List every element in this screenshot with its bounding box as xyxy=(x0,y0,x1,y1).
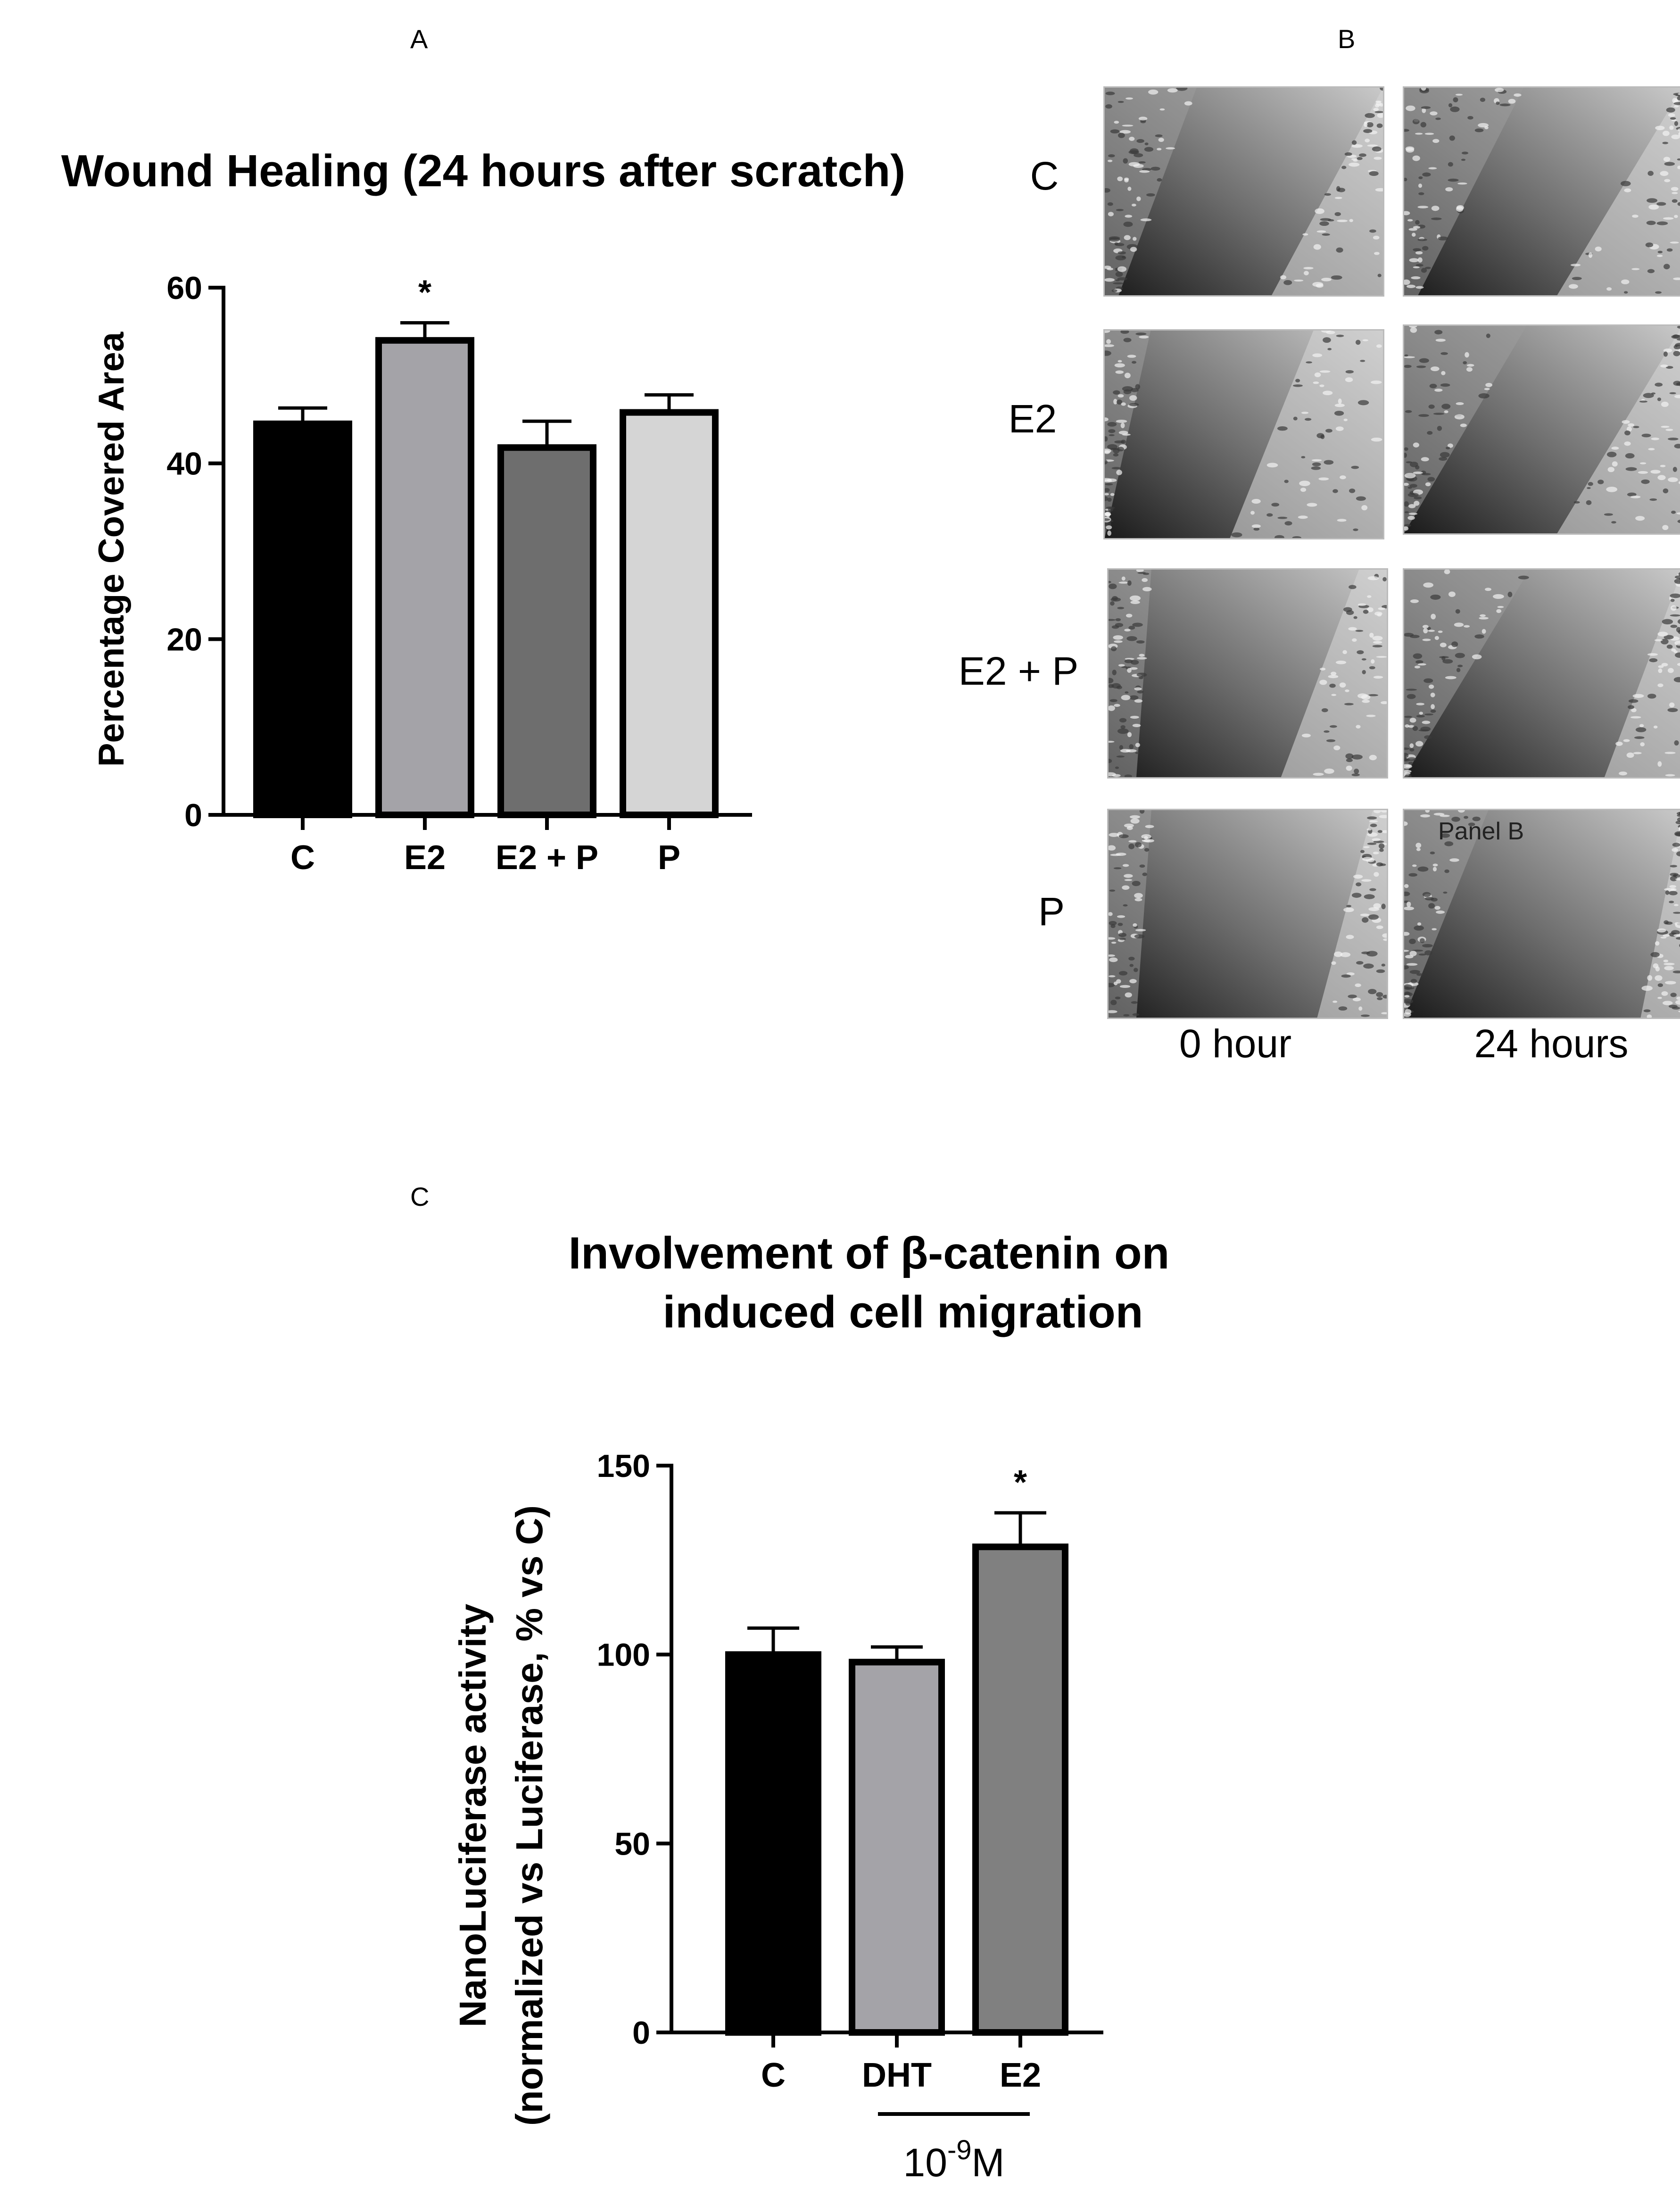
chart-c-x-tick-label-1: DHT xyxy=(862,2056,932,2094)
micrograph-c-24h xyxy=(1403,86,1680,297)
chart-a-x-tick-label-2: E2 + P xyxy=(496,839,598,877)
chart-c-title-line-1: Involvement of β-catenin on E2 xyxy=(569,1228,1179,1278)
chart-a-x-tick-label-1: E2 xyxy=(404,839,446,877)
micrograph-image xyxy=(1404,326,1680,533)
panel-b-letter: B xyxy=(1338,24,1356,54)
chart-c-significance-2: * xyxy=(1014,1464,1027,1501)
chart-c-bracket-label: 10-9M xyxy=(903,2135,1005,2185)
beta-catenin-chart: Involvement of β-catenin on E2 induced ce… xyxy=(452,1228,1179,2185)
chart-c-bar-1 xyxy=(849,1658,945,2036)
row-label-e2: E2 xyxy=(1008,397,1057,441)
chart-a-y-tick-label-0: 0 xyxy=(184,797,202,833)
bracket-base: 10 xyxy=(903,2140,947,2185)
chart-a-bar-2 xyxy=(497,444,596,818)
chart-a-x-tick-label-3: P xyxy=(658,839,680,877)
column-label-0-hour: 0 hour xyxy=(1179,1021,1292,1066)
micrograph-image xyxy=(1109,570,1387,777)
chart-c-x-tick-label-2: E2 xyxy=(1000,2056,1041,2094)
micrograph-p-24h xyxy=(1403,809,1680,1019)
micrograph-image xyxy=(1105,331,1383,538)
chart-c-y-tick-label-2: 100 xyxy=(597,1637,650,1673)
micrograph-image xyxy=(1109,810,1387,1018)
micrograph-c-0h xyxy=(1103,86,1384,297)
chart-a-bar-3 xyxy=(620,409,719,818)
micrograph-image xyxy=(1404,88,1680,295)
micrograph-p-0h xyxy=(1107,809,1388,1019)
chart-c-x-tick-label-0: C xyxy=(761,2056,786,2094)
chart-a-y-tick-label-1: 20 xyxy=(166,622,202,657)
chart-a-y-axis-label: Percentage Covered Area xyxy=(91,332,132,767)
chart-c-y-tick-label-1: 50 xyxy=(614,1826,650,1862)
column-label-24-hours: 24 hours xyxy=(1474,1021,1629,1066)
chart-c-title-line-2: induced cell migration xyxy=(663,1287,1143,1337)
row-label-p: P xyxy=(1038,889,1065,934)
micrograph-caption: Panel B xyxy=(1438,818,1524,845)
bracket-unit: M xyxy=(972,2140,1005,2185)
chart-c-y-axis-label-line-2: (normalized vs Luciferase, % vs C) xyxy=(508,1505,550,2126)
micrograph-image xyxy=(1105,88,1383,295)
micrograph-e2-0h xyxy=(1103,329,1384,539)
chart-a-bar-0 xyxy=(253,420,352,818)
wound-healing-chart: Wound Healing (24 hours after scratch) Pe… xyxy=(61,146,906,877)
micrograph-image xyxy=(1404,810,1680,1018)
chart-c-bar-0 xyxy=(725,1651,821,2036)
micrograph-e2-24h xyxy=(1403,324,1680,535)
micrograph-e2-p-0h xyxy=(1107,568,1388,779)
chart-c-y-tick-label-3: 150 xyxy=(597,1448,650,1484)
chart-a-bar-1 xyxy=(375,337,474,818)
row-label-e2-p: E2 + P xyxy=(958,649,1079,693)
panel-a-letter: A xyxy=(410,24,428,54)
chart-a-title: Wound Healing (24 hours after scratch) xyxy=(61,146,906,196)
row-label-c: C xyxy=(1030,154,1059,198)
panel-c-letter: C xyxy=(410,1182,430,1211)
chart-a-y-tick-label-2: 40 xyxy=(166,446,202,482)
micrograph-image xyxy=(1404,570,1680,777)
chart-a-significance-1: * xyxy=(418,274,431,312)
bracket-exponent: -9 xyxy=(947,2135,972,2165)
chart-a-x-tick-label-0: C xyxy=(290,839,315,877)
chart-c-y-axis-label-line-1: NanoLuciferase activity xyxy=(452,1603,494,2027)
chart-a-y-tick-label-3: 60 xyxy=(166,270,202,306)
chart-c-bar-2 xyxy=(972,1543,1068,2036)
micrograph-e2-p-24h xyxy=(1403,568,1680,779)
chart-c-y-tick-label-0: 0 xyxy=(632,2015,650,2051)
